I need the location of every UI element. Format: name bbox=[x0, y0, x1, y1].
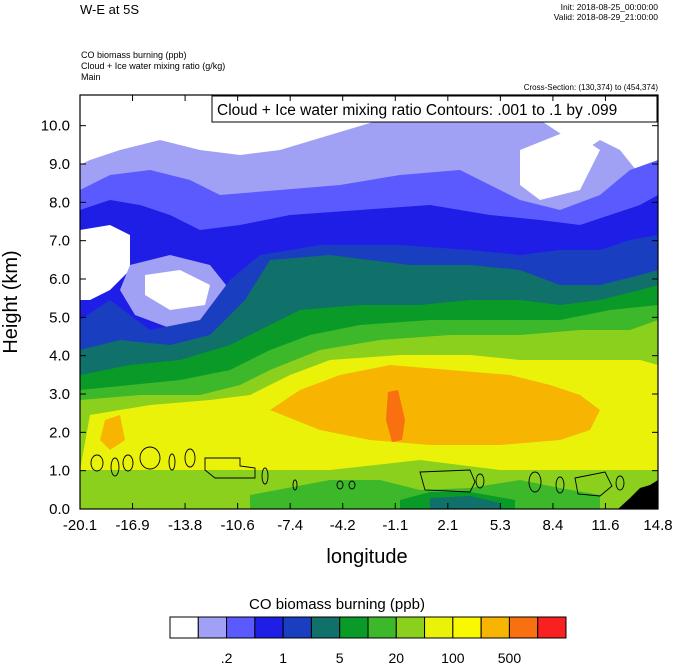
x-tick-label: 11.6 bbox=[591, 517, 619, 534]
y-tick-label: 5.0 bbox=[49, 309, 70, 326]
x-tick-label: 8.4 bbox=[542, 517, 563, 534]
colorbar-swatch bbox=[310, 616, 341, 639]
colorbar bbox=[169, 616, 567, 639]
x-axis-label: longitude bbox=[326, 546, 407, 568]
colorbar-label: 100 bbox=[441, 650, 465, 666]
x-tick-label: -13.8 bbox=[168, 517, 202, 534]
contour-info-text: Cloud + Ice water mixing ratio Contours:… bbox=[217, 102, 617, 119]
colorbar-swatch bbox=[480, 616, 510, 639]
colorbar-swatch bbox=[508, 616, 539, 639]
valid-time: Valid: 2018-08-29_21:00:00 bbox=[553, 12, 658, 22]
colorbar-swatch bbox=[395, 616, 426, 639]
y-tick-label: 6.0 bbox=[49, 271, 70, 288]
plot-frame bbox=[79, 94, 659, 510]
y-tick-label: 7.0 bbox=[49, 233, 70, 250]
colorbar-swatch bbox=[367, 616, 397, 639]
colorbar-swatch bbox=[537, 616, 567, 639]
x-tick-label: -4.2 bbox=[330, 517, 356, 534]
x-tick-label: 2.1 bbox=[437, 517, 458, 534]
x-tick-label: 5.3 bbox=[490, 517, 511, 534]
colorbar-swatch bbox=[424, 616, 454, 639]
colorbar-swatch bbox=[254, 616, 284, 639]
y-tick-label: 8.0 bbox=[49, 194, 70, 211]
x-tick-label: -1.1 bbox=[382, 517, 408, 534]
y-tick-label: 9.0 bbox=[49, 156, 70, 173]
contour-info-box bbox=[211, 95, 658, 123]
colorbar-label: .2 bbox=[220, 650, 233, 666]
y-tick-label: 1.0 bbox=[49, 463, 70, 480]
colorbar-label: 1 bbox=[279, 650, 288, 666]
x-tick-label: -20.1 bbox=[63, 517, 97, 534]
y-tick-label: 3.0 bbox=[49, 386, 70, 403]
colorbar-label: 500 bbox=[497, 650, 522, 666]
heatmap-field bbox=[80, 95, 658, 509]
colorbar-label: 20 bbox=[388, 650, 405, 666]
subtitle-co: CO biomass burning (ppb) bbox=[81, 50, 187, 60]
y-tick-label: 0.0 bbox=[49, 501, 70, 518]
colorbar-swatch bbox=[452, 616, 482, 639]
subtitle-cloud: Cloud + Ice water mixing ratio (g/kg) bbox=[81, 61, 226, 71]
x-tick-label: 14.8 bbox=[643, 517, 672, 534]
plot-title: W-E at 5S bbox=[80, 2, 140, 17]
y-tick-label: 2.0 bbox=[49, 424, 70, 441]
x-tick-label: -16.9 bbox=[115, 517, 149, 534]
colorbar-title: CO biomass burning (ppb) bbox=[249, 596, 425, 613]
y-tick-label: 10.0 bbox=[41, 118, 70, 135]
y-axis: 0.0 1.0 2.0 3.0 4.0 5.0 6.0 7.0 8.0 9.0 10.0 bbox=[41, 118, 658, 518]
x-tick-label: -7.4 bbox=[277, 517, 303, 534]
y-axis-label: Height (km) bbox=[0, 250, 22, 353]
x-axis: -20.1 -16.9 -13.8 -10.6 -7.4 -4.2 -1.1 2.1 5.3 8.… bbox=[63, 95, 673, 534]
init-time: Init: 2018-08-25_00:00:00 bbox=[560, 2, 658, 12]
colorbar-swatch bbox=[226, 616, 256, 639]
colorbar-swatch bbox=[169, 616, 199, 639]
colorbar-swatch bbox=[197, 616, 228, 639]
y-tick-label: 4.0 bbox=[49, 348, 70, 365]
x-tick-label: -10.6 bbox=[221, 517, 255, 534]
colorbar-swatch bbox=[282, 616, 312, 639]
cross-section-label: Cross-Section: (130,374) to (454,374) bbox=[523, 83, 658, 92]
subtitle-domain: Main bbox=[81, 72, 101, 82]
colorbar-label: 5 bbox=[335, 650, 344, 666]
colorbar-swatch bbox=[339, 616, 369, 639]
